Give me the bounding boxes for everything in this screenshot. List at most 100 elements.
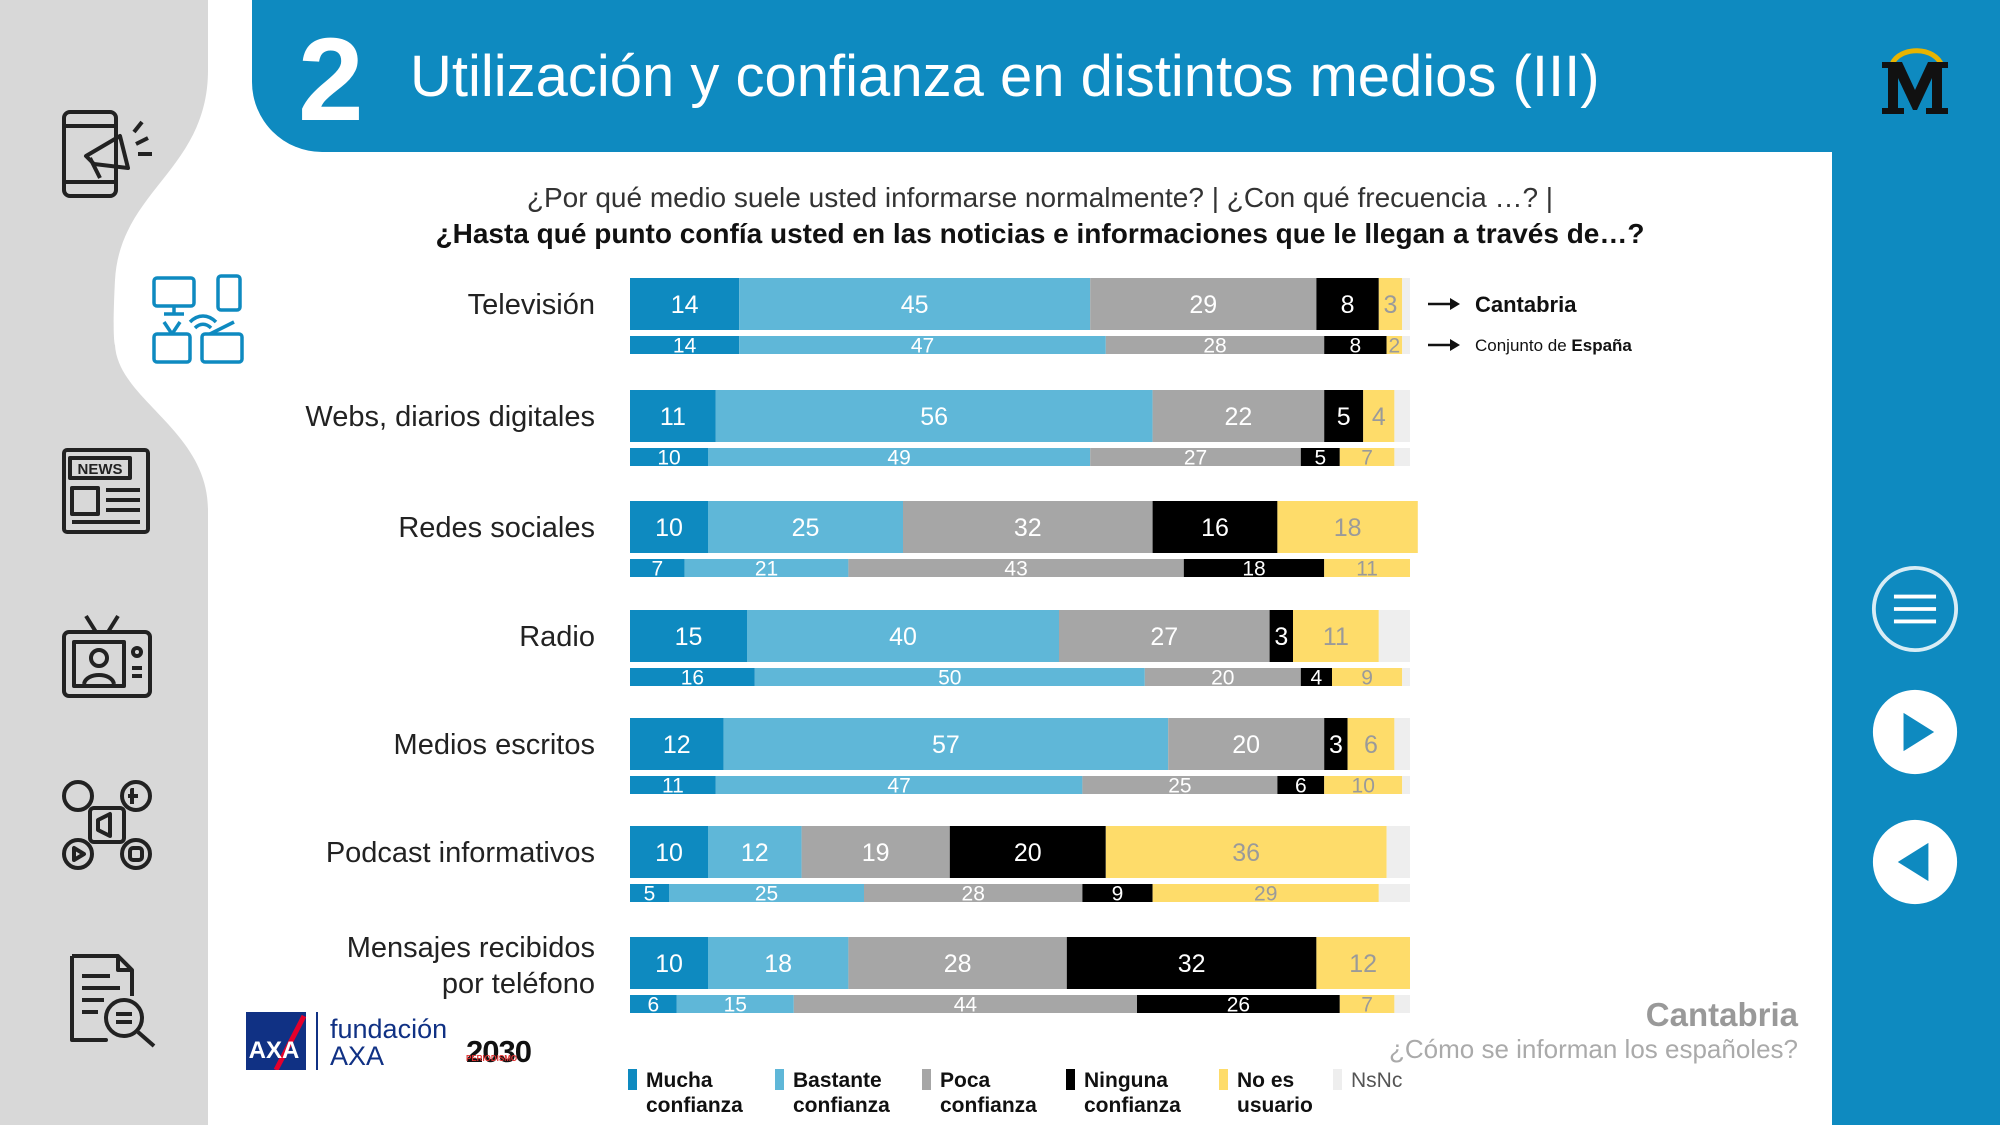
bar-segment-no_usuario xyxy=(1324,559,1410,577)
social-media-icon[interactable] xyxy=(60,778,156,874)
newspaper-icon[interactable]: NEWS xyxy=(60,442,156,538)
legend-label-poca: Poca xyxy=(940,1069,991,1092)
bar-value-label: 36 xyxy=(1232,839,1260,867)
bar-segment-ninguna xyxy=(1277,776,1325,794)
bar-value-label: 10 xyxy=(655,514,683,542)
bar-segment-mucha xyxy=(630,390,716,442)
bar-segment-poca xyxy=(801,826,950,878)
document-search-icon[interactable] xyxy=(64,952,160,1048)
tv-presenter-icon[interactable] xyxy=(60,608,156,704)
legend-label-mucha: Mucha xyxy=(646,1069,713,1092)
bar-value-label: 7 xyxy=(1361,994,1373,1017)
bar-value-label: 2 xyxy=(1389,335,1401,358)
bar-value-label: 4 xyxy=(1372,403,1386,431)
bar-value-label: 11 xyxy=(1323,623,1349,651)
bar-value-label: 45 xyxy=(901,291,929,319)
bar-segment-poca xyxy=(1090,278,1317,330)
bar-value-label: 11 xyxy=(662,775,684,798)
mobile-megaphone-icon[interactable] xyxy=(60,106,156,202)
bar-segment-ninguna xyxy=(1082,884,1153,902)
bar-value-label: 32 xyxy=(1178,950,1206,978)
bar-value-label: 29 xyxy=(1254,883,1277,906)
footer-region: Cantabria xyxy=(1645,996,1798,1033)
bar-segment-mucha xyxy=(630,995,677,1013)
bar-value-label: 6 xyxy=(1295,775,1307,798)
bar-value-label: 15 xyxy=(675,623,703,651)
bar-value-label: 56 xyxy=(920,403,948,431)
legend-label-ninguna: Ninguna xyxy=(1084,1069,1168,1092)
bar-value-label: 9 xyxy=(1112,883,1124,906)
bar-segment-ninguna xyxy=(949,826,1106,878)
bar-segment-no_usuario xyxy=(1378,278,1403,330)
bar-segment-nsnc xyxy=(1378,610,1410,662)
bar-value-label: 5 xyxy=(644,883,656,906)
legend-label-bastante: confianza xyxy=(793,1094,890,1117)
bar-segment-ninguna xyxy=(1137,995,1340,1013)
bar-segment-poca xyxy=(903,501,1153,553)
bar-segment-ninguna xyxy=(1300,448,1340,466)
bar-segment-poca xyxy=(1105,336,1325,354)
bar-value-label: 27 xyxy=(1184,447,1207,470)
bar-segment-nsnc xyxy=(1386,826,1410,878)
bar-value-label: 7 xyxy=(651,558,663,581)
bar-value-label: 10 xyxy=(655,839,683,867)
bar-segment-no_usuario xyxy=(1363,390,1395,442)
question-line-2: ¿Hasta qué punto confía usted en las not… xyxy=(435,218,1645,249)
sidebar-selection-wave xyxy=(113,0,260,1125)
periodismo-label: PERIODISMO xyxy=(466,1054,518,1063)
legend-label-no_usuario: usuario xyxy=(1237,1094,1313,1117)
bar-segment-bastante xyxy=(739,336,1106,354)
legend-label-no_usuario: No es xyxy=(1237,1069,1294,1092)
bar-value-label: 12 xyxy=(741,839,769,867)
legend-swatch-poca xyxy=(922,1069,931,1090)
bar-value-label: 43 xyxy=(1004,558,1027,581)
legend-label-mucha: confianza xyxy=(646,1094,743,1117)
bar-segment-no_usuario xyxy=(1386,336,1403,354)
bar-value-label: 44 xyxy=(954,994,978,1017)
category-label: Medios escritos xyxy=(394,729,595,761)
footer-subtitle: ¿Cómo se informan los españoles? xyxy=(1389,1034,1798,1064)
bar-segment-poca xyxy=(848,937,1067,989)
bar-segment-nsnc xyxy=(1394,718,1410,770)
bar-segment-ninguna xyxy=(1324,718,1348,770)
bar-segment-mucha xyxy=(630,718,724,770)
bar-value-label: 32 xyxy=(1014,514,1042,542)
bar-segment-bastante xyxy=(723,718,1169,770)
bar-segment-nsnc xyxy=(1394,390,1410,442)
bar-segment-nsnc xyxy=(1402,336,1410,354)
bar-segment-no_usuario xyxy=(1316,937,1410,989)
bar-value-label: 25 xyxy=(1168,775,1191,798)
section-number: 2 xyxy=(298,14,364,146)
header-bar xyxy=(252,0,1832,152)
bar-segment-no_usuario xyxy=(1332,668,1403,686)
category-label: por teléfono xyxy=(442,968,595,1000)
bar-value-label: 14 xyxy=(673,335,697,358)
bar-value-label: 8 xyxy=(1341,291,1355,319)
bar-segment-bastante xyxy=(739,278,1091,330)
legend-swatch-mucha xyxy=(628,1069,637,1090)
bar-segment-poca xyxy=(848,559,1184,577)
previous-button[interactable] xyxy=(1871,818,1959,906)
bar-segment-no_usuario xyxy=(1339,448,1395,466)
page-title: Utilización y confianza en distintos med… xyxy=(410,44,1600,109)
menu-button[interactable] xyxy=(1871,565,1959,653)
bar-segment-bastante xyxy=(747,610,1059,662)
bar-value-label: 3 xyxy=(1274,623,1288,651)
series-annotation-primary: Cantabria xyxy=(1475,292,1577,317)
bar-value-label: 11 xyxy=(660,403,686,431)
devices-icon[interactable] xyxy=(150,272,246,368)
bar-segment-bastante xyxy=(715,390,1153,442)
bar-segment-poca xyxy=(1152,390,1325,442)
bar-segment-bastante xyxy=(708,448,1091,466)
bar-value-label: 12 xyxy=(663,731,691,759)
bar-segment-ninguna xyxy=(1269,610,1293,662)
bar-value-label: 16 xyxy=(1201,514,1229,542)
bar-segment-mucha xyxy=(630,937,708,989)
bar-segment-poca xyxy=(793,995,1137,1013)
bar-value-label: 18 xyxy=(1334,514,1362,542)
bar-segment-bastante xyxy=(669,884,864,902)
bar-segment-no_usuario xyxy=(1293,610,1379,662)
bar-value-label: 3 xyxy=(1329,731,1343,759)
next-button[interactable] xyxy=(1871,688,1959,776)
legend-swatch-ninguna xyxy=(1066,1069,1075,1090)
